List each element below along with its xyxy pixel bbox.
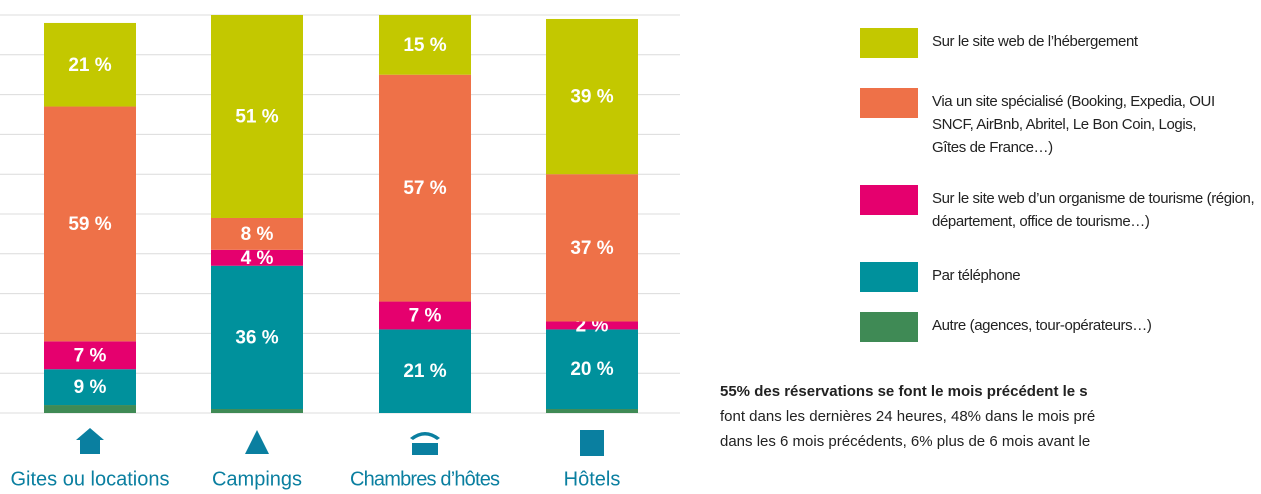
bar-segment xyxy=(546,409,638,413)
legend-swatch xyxy=(860,262,918,292)
legend-swatch xyxy=(860,185,918,215)
icon-house xyxy=(76,428,104,454)
bar-segment xyxy=(546,18,638,175)
bar-segment xyxy=(211,409,303,413)
legend-label: Sur le site web d’un organisme de touris… xyxy=(932,190,1255,230)
note-line: 55% des réservations se font le mois pré… xyxy=(720,383,1088,400)
bar-segment xyxy=(44,22,136,107)
value-label: 57 % xyxy=(403,178,446,199)
x-tick-label: Gites ou locations xyxy=(11,468,170,490)
bar-segment xyxy=(211,217,303,250)
bar-segment xyxy=(211,265,303,410)
bar-segment xyxy=(44,106,136,342)
bar-segment xyxy=(379,74,471,302)
value-label: 7 % xyxy=(409,306,442,327)
bar-segment xyxy=(211,249,303,266)
icons xyxy=(76,428,604,456)
legend-label: Autre (agences, tour-opérateurs…) xyxy=(932,317,1152,334)
value-label: 20 % xyxy=(570,359,613,380)
note-line: dans les 6 mois précédents, 6% plus de 6… xyxy=(720,433,1091,450)
value-label: 21 % xyxy=(68,55,111,76)
legend-item: Sur le site web de l’hébergement xyxy=(860,28,1261,58)
note-line: font dans les dernières 24 heures, 48% d… xyxy=(720,408,1096,425)
bar-segment xyxy=(379,329,471,413)
icon-hotel xyxy=(580,430,604,456)
icon-tent xyxy=(245,430,269,454)
x-tick-label: Hôtels xyxy=(564,468,621,490)
bar-segment xyxy=(44,341,136,370)
value-label: 59 % xyxy=(68,214,111,235)
bar-segment xyxy=(546,321,638,330)
legend-swatch xyxy=(860,88,918,118)
bar-segment xyxy=(379,301,471,330)
bar-segment xyxy=(44,369,136,406)
bar-segment xyxy=(44,405,136,413)
bar-segment xyxy=(546,329,638,410)
value-label: 36 % xyxy=(235,327,278,348)
bar-segment xyxy=(211,15,303,218)
legend-swatch xyxy=(860,28,918,58)
bar-segment xyxy=(379,15,471,75)
legend-item: Sur le site web d’un organisme de touris… xyxy=(860,185,1261,233)
bar-segment xyxy=(546,174,638,322)
value-label: 15 % xyxy=(403,35,446,56)
x-tick-label: Chambres d’hôtes xyxy=(350,468,500,490)
value-label: 21 % xyxy=(403,361,446,382)
value-label: 37 % xyxy=(570,238,613,259)
value-label: 7 % xyxy=(74,345,107,366)
icon-bed xyxy=(410,432,440,455)
value-label: 51 % xyxy=(235,107,278,128)
legend-label: Via un site spécialisé (Booking, Expedia… xyxy=(932,93,1215,156)
legend-item: Par téléphone xyxy=(860,262,1261,292)
legend-label: Sur le site web de l’hébergement xyxy=(932,33,1138,50)
chart: 9 % 7 % 59 % 21 % Gites ou locations 36 % 4 % 8… xyxy=(0,14,680,490)
value-label: 8 % xyxy=(241,224,274,245)
value-label: 9 % xyxy=(74,377,107,398)
value-label: 4 % xyxy=(241,248,274,269)
x-tick-label: Campings xyxy=(212,468,302,490)
legend-swatch xyxy=(860,312,918,342)
legend-item: Via un site spécialisé (Booking, Expedia… xyxy=(860,88,1222,159)
value-label: 39 % xyxy=(570,87,613,108)
legend-label: Par téléphone xyxy=(932,267,1021,284)
legend-item: Autre (agences, tour-opérateurs…) xyxy=(860,312,1261,342)
